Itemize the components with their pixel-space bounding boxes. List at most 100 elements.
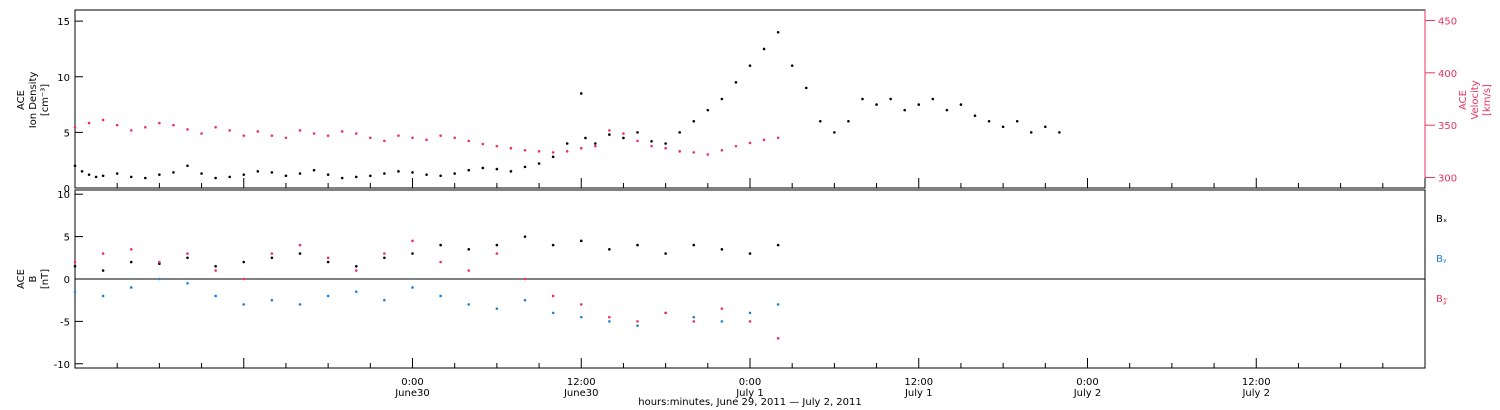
density-point [214, 176, 217, 180]
legend-bx: Bₓ [1436, 214, 1447, 225]
by-point [720, 320, 724, 323]
density-point [664, 142, 667, 145]
density-point [945, 108, 949, 112]
density-point [973, 114, 977, 117]
by-point [129, 286, 133, 289]
bz-point [242, 277, 246, 281]
density-title-line-2: Ion Density [28, 72, 39, 129]
bx-point [776, 243, 780, 247]
x-tick-date-label: July 1 [904, 388, 933, 399]
density-point [495, 167, 499, 171]
density-point [354, 175, 358, 179]
bx-point [748, 252, 752, 255]
velocity-point [622, 132, 625, 135]
density-point [256, 170, 260, 173]
b-tick-label: 5 [64, 233, 70, 244]
density-title-line-1: ACE [16, 90, 27, 110]
density-point [706, 108, 710, 112]
density-point [397, 170, 400, 173]
density-point [622, 136, 625, 140]
velocity-point [200, 132, 203, 135]
density-point [200, 172, 203, 175]
density-point [678, 131, 681, 134]
bx-point [129, 260, 133, 264]
velocity-point [158, 121, 161, 125]
velocity-point [509, 146, 513, 150]
density-point [326, 173, 330, 176]
velocity-title-line-3: [km/s] [1482, 84, 1493, 116]
bx-point [326, 260, 330, 264]
bz-point [579, 303, 583, 306]
velocity-point [172, 123, 175, 127]
bz-point [73, 260, 77, 264]
by-point [748, 311, 752, 315]
bz-point [186, 252, 189, 255]
velocity-point [383, 139, 386, 143]
bx-point [73, 264, 77, 268]
x-tick-time-label: 12:00 [1242, 377, 1271, 388]
density-point [959, 103, 963, 106]
b-title-line-3: [nT] [40, 269, 51, 289]
velocity-title-line-1: ACE [1458, 90, 1469, 110]
bz-point [551, 294, 555, 298]
b-title-line-1: ACE [16, 269, 27, 289]
by-point [298, 303, 302, 306]
bz-point [664, 311, 667, 315]
velocity-point [298, 129, 302, 132]
velocity-point [579, 146, 583, 150]
velocity-point [608, 129, 611, 132]
velocity-point [73, 125, 77, 129]
density-point [144, 176, 147, 180]
bz-point [129, 248, 133, 251]
density-tick-label: 15 [57, 17, 70, 28]
density-point [439, 174, 442, 178]
density-point [537, 162, 541, 165]
legend-bz: B𝓏 [1436, 294, 1448, 305]
bz-point [101, 252, 105, 255]
legend-by: Bᵧ [1436, 254, 1447, 265]
density-tick-label: 0 [64, 184, 70, 195]
top-panel-frame [74, 9, 1426, 189]
velocity-point [115, 123, 119, 127]
bz-point [214, 269, 217, 272]
density-point [158, 173, 161, 176]
velocity-point [129, 129, 133, 132]
bx-point [354, 264, 358, 268]
velocity-point [664, 146, 667, 150]
density-point [833, 131, 836, 134]
b-title-line-2: B [28, 275, 39, 282]
by-point [101, 294, 105, 298]
density-point [594, 142, 597, 145]
bx-point [411, 252, 414, 255]
density-point [987, 119, 991, 123]
velocity-axis-title: ACE Velocity [km/s] [1458, 80, 1493, 119]
b-axis-title: ACE B [nT] [16, 269, 51, 289]
density-point [748, 64, 752, 67]
density-point [903, 108, 906, 112]
velocity-tick-label: 400 [1438, 69, 1457, 80]
by-point [73, 290, 77, 294]
velocity-point [354, 132, 358, 135]
density-point [804, 86, 808, 90]
density-point [523, 165, 527, 169]
bz-point [354, 269, 358, 272]
velocity-point [636, 139, 639, 143]
velocity-point [340, 130, 344, 133]
velocity-point [678, 150, 681, 153]
by-point [776, 303, 780, 306]
velocity-point [692, 151, 696, 154]
density-point [340, 176, 344, 180]
density-point [172, 171, 175, 174]
velocity-point [650, 144, 653, 148]
velocity-point [734, 144, 738, 148]
density-point [790, 64, 794, 67]
density-point [80, 170, 84, 173]
density-point [650, 139, 653, 143]
density-point [551, 155, 555, 159]
by-point [439, 294, 442, 298]
bz-point [776, 337, 780, 340]
velocity-tick-label: 450 [1438, 16, 1457, 27]
velocity-point [369, 136, 372, 140]
velocity-point [397, 134, 400, 137]
